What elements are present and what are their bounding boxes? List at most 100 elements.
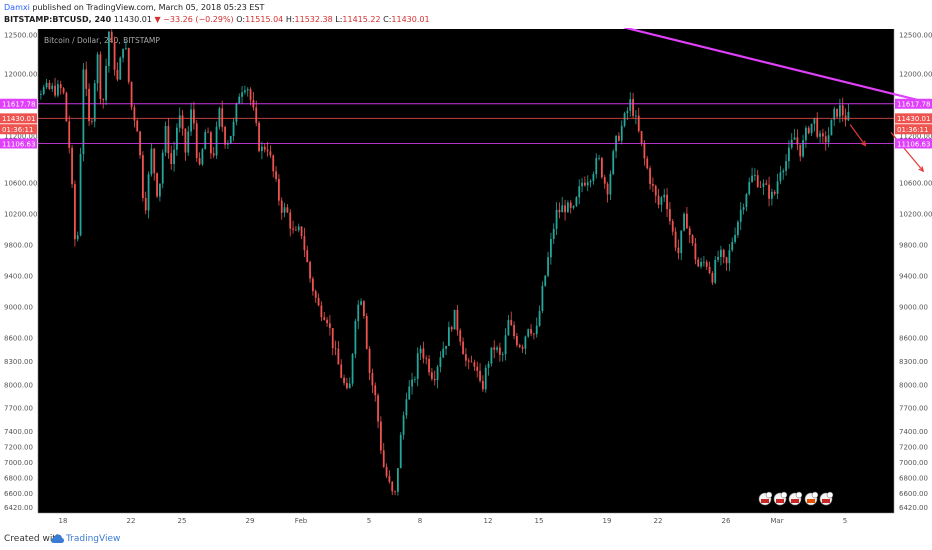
candle-body: [363, 301, 365, 316]
candle-body: [691, 235, 694, 244]
candle-body: [399, 434, 402, 469]
candle-body: [564, 205, 566, 213]
candle-body: [754, 175, 756, 176]
author-link[interactable]: Damxi: [4, 3, 30, 12]
candle-body: [119, 57, 122, 80]
candle-body: [82, 69, 85, 155]
candle-body: [280, 200, 283, 213]
candle-body: [550, 238, 552, 258]
y-tick-label-left: 6600.00: [4, 490, 33, 498]
trendline[interactable]: [623, 28, 932, 132]
last-price: 11430.01: [113, 15, 152, 24]
candle-body: [530, 329, 532, 334]
y-tick-label-right: 12500.00: [899, 32, 932, 40]
candle-body: [102, 99, 105, 101]
candle-body: [99, 54, 102, 100]
x-tick-label: 22: [654, 517, 663, 525]
candle-body: [722, 249, 725, 258]
tradingview-cloud-icon: [51, 534, 64, 543]
candle-body: [507, 320, 510, 336]
candle-body: [473, 362, 476, 367]
candle-body: [292, 228, 294, 230]
candle-body: [705, 261, 708, 267]
x-tick-label: 29: [246, 517, 255, 525]
candle-body: [470, 361, 473, 363]
candle-body: [65, 92, 68, 122]
candle-body: [178, 115, 181, 128]
y-tick-label-left: 7200.00: [4, 443, 33, 451]
candle-body: [113, 42, 116, 70]
candle-body: [130, 81, 133, 108]
candle-body: [448, 327, 450, 346]
candle-body: [425, 358, 428, 360]
candle-body: [708, 266, 711, 273]
candle-body: [181, 115, 184, 129]
candle-body: [397, 468, 399, 492]
tradingview-link[interactable]: TradingView: [66, 534, 121, 544]
y-tick-label-left: 12500.00: [4, 32, 37, 40]
plot-area[interactable]: [38, 29, 894, 513]
y-tick-label-right: 10600.00: [899, 179, 932, 187]
candle-body: [419, 348, 422, 354]
candle-body: [504, 335, 507, 355]
candle-body: [42, 87, 45, 94]
candle-body: [836, 108, 838, 117]
event-flag-band: [776, 499, 784, 503]
y-tick-label-right: 7000.00: [899, 459, 928, 467]
x-tick-label: 26: [722, 517, 731, 525]
candle-body: [57, 84, 59, 96]
candle-body: [351, 354, 354, 384]
y-tick-label-right: 9800.00: [899, 241, 928, 249]
candle-body: [388, 476, 391, 482]
candle-body: [45, 82, 48, 88]
close-value: 11430.01: [391, 15, 430, 24]
candle-body: [59, 84, 62, 89]
candle-body: [734, 235, 736, 242]
candle-body: [711, 272, 714, 283]
y-tick-label-right: 6600.00: [899, 490, 928, 498]
candle-body: [768, 184, 770, 199]
candle-body: [456, 309, 459, 331]
candle-body: [445, 345, 447, 349]
y-tick-label-left: 7400.00: [4, 428, 33, 436]
down-triangle-icon: ▼: [154, 15, 161, 24]
candle-body: [244, 90, 246, 93]
candle-body: [187, 131, 190, 153]
chart-header: Damxi published on TradingView.com, Marc…: [0, 0, 932, 28]
candle-body: [159, 183, 161, 197]
candle-body: [136, 120, 139, 132]
candle-body: [184, 128, 187, 153]
candle-body: [40, 93, 42, 95]
x-tick-label: Mar: [770, 517, 783, 525]
candle-body: [297, 226, 300, 231]
candle-body: [85, 69, 88, 89]
candle-body: [76, 235, 79, 240]
candle-body: [255, 107, 258, 123]
price-label-left: 01:36:11: [2, 126, 33, 134]
candle-body: [603, 177, 606, 184]
candle-body: [595, 158, 598, 175]
price-label-box-left: [0, 98, 37, 109]
candle-body: [482, 380, 484, 390]
candle-body: [518, 345, 521, 347]
candle-body: [521, 346, 524, 349]
candle-body: [762, 183, 765, 187]
price-chart[interactable]: Bitcoin / Dollar, 240, BITSTAMP 12500.00 1…: [0, 28, 932, 530]
candle-body: [229, 135, 232, 144]
candle-body: [527, 329, 530, 337]
candle-body: [309, 262, 311, 279]
candle-body: [221, 108, 224, 128]
candle-body: [314, 291, 317, 298]
arrow-line[interactable]: [849, 124, 866, 146]
event-count-badge: [780, 491, 788, 499]
candle-body: [572, 205, 575, 208]
candle-body: [810, 123, 813, 134]
low-value: 11415.22: [342, 15, 381, 24]
candle-body: [365, 315, 368, 349]
y-tick-label-right: 12000.00: [899, 71, 932, 79]
candle-body: [371, 373, 374, 386]
candle-body: [756, 175, 759, 187]
candle-body: [110, 31, 113, 43]
candle-body: [807, 127, 810, 134]
candle-body: [323, 317, 326, 320]
